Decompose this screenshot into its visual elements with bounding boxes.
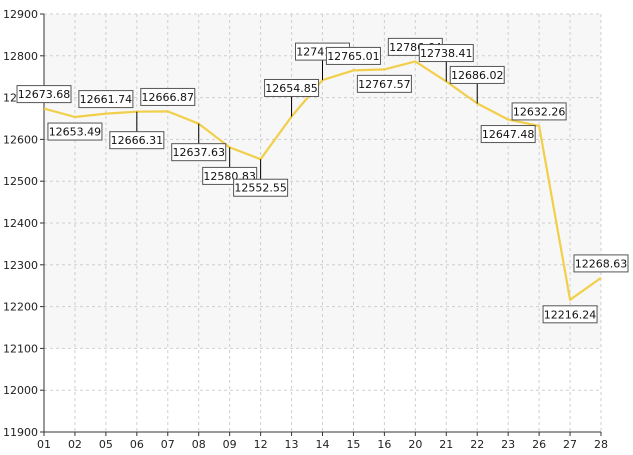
y-tick-label: 12600: [3, 133, 38, 146]
x-tick-label: 06: [130, 438, 144, 451]
data-label-box: [233, 178, 289, 197]
x-tick-label: 16: [377, 438, 391, 451]
data-label: 12216.24: [544, 308, 597, 321]
x-tick-label: 14: [316, 438, 330, 451]
data-label: 12686.02: [451, 69, 504, 82]
data-label: 12765.01: [327, 50, 380, 63]
data-label-box: [573, 254, 629, 273]
x-tick-label: 07: [161, 438, 175, 451]
x-tick-label: 02: [68, 438, 82, 451]
data-label-box: [109, 131, 165, 150]
data-label: 12666.87: [142, 91, 195, 104]
x-tick-label: 27: [563, 438, 577, 451]
x-tick-label: 09: [223, 438, 237, 451]
data-label: 12632.26: [513, 105, 566, 118]
y-axis-ticks: 11900 12000 12100 12200 12300 12400 12500 12600…: [3, 8, 44, 439]
x-axis-ticks: 01 02 05 06 07 08 09 12 13 14 15 16 20 21 22 23 26 27 28: [37, 432, 608, 451]
data-label-box: [78, 90, 134, 109]
data-label: 12661.74: [80, 93, 133, 106]
grid-lines: [44, 13, 602, 432]
y-tick-label: 12800: [3, 50, 38, 63]
data-label-box: [47, 122, 103, 141]
x-tick-label: 05: [99, 438, 113, 451]
data-label-box: [480, 125, 536, 144]
y-tick-label: 12000: [3, 384, 38, 397]
data-label-box: [418, 44, 474, 63]
data-label-box: [171, 143, 227, 162]
data-label-box: [325, 46, 381, 65]
data-label-box: [356, 74, 412, 93]
data-label: 12654.85: [265, 82, 318, 95]
y-tick-label: 11900: [3, 426, 38, 439]
data-labels: 12673.68 12653.49 12661.74 12666.31 12666.87…: [16, 37, 629, 324]
y-tick-label: 12200: [3, 301, 38, 314]
x-tick-label: 22: [470, 438, 484, 451]
data-label: 12653.49: [49, 126, 102, 139]
data-label: 12647.48: [482, 128, 535, 141]
y-tick-label: 12100: [3, 342, 38, 355]
data-label-box: [140, 87, 196, 106]
x-tick-label: 26: [532, 438, 546, 451]
x-tick-label: 01: [37, 438, 51, 451]
x-tick-label: 13: [285, 438, 299, 451]
data-label: 12666.31: [111, 134, 164, 147]
data-label: 12268.63: [575, 257, 628, 270]
x-tick-label: 08: [192, 438, 206, 451]
x-tick-label: 15: [346, 438, 360, 451]
data-label-box: [511, 102, 567, 121]
data-label-box: [449, 65, 505, 84]
y-tick-label: 12400: [3, 217, 38, 230]
data-label-box: [16, 85, 72, 104]
x-tick-label: 23: [501, 438, 515, 451]
data-label: 12552.55: [234, 182, 287, 195]
x-tick-label: 21: [439, 438, 453, 451]
y-tick-label: 12500: [3, 175, 38, 188]
x-tick-label: 20: [408, 438, 422, 451]
data-label: 12673.68: [18, 88, 71, 101]
data-label: 12767.57: [358, 78, 411, 91]
x-tick-label: 12: [254, 438, 268, 451]
data-label: 12637.63: [172, 146, 225, 159]
y-tick-label: 12300: [3, 259, 38, 272]
data-label-box: [264, 78, 320, 97]
data-label-box: [542, 305, 598, 324]
data-label: 12738.41: [420, 47, 473, 60]
x-tick-label: 28: [594, 438, 608, 451]
y-tick-label: 12900: [3, 8, 38, 21]
